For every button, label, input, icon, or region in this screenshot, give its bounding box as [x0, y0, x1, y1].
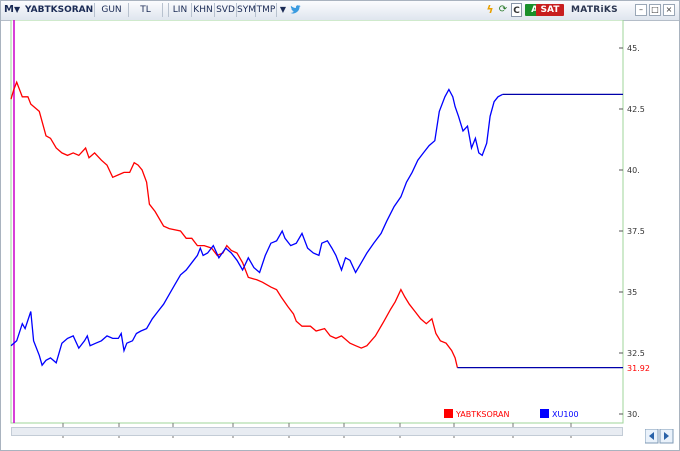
m-button[interactable]: M	[4, 4, 14, 15]
y-tick-label: 30.	[627, 410, 640, 419]
y-tick-label: 42.5	[627, 105, 645, 114]
horizontal-scrollbar[interactable]	[11, 427, 623, 436]
scroll-controls[interactable]	[644, 428, 675, 445]
sym-button[interactable]: SYM	[237, 3, 256, 17]
flash-icon[interactable]: ϟ	[486, 3, 494, 16]
plot-area	[10, 20, 624, 424]
period-button[interactable]: GUN	[95, 3, 129, 17]
tmp-button[interactable]: TMP	[256, 3, 277, 17]
legend: YABTKSORAN XU100	[444, 409, 579, 419]
grid	[619, 47, 623, 415]
series-line-xu100	[10, 88, 503, 367]
legend-label-yabtksoran: YABTKSORAN	[455, 410, 509, 419]
y-tick-label: 40.	[627, 166, 640, 175]
more-dropdown-icon[interactable]: ▼	[279, 5, 287, 14]
y-tick-label: 45.	[627, 44, 640, 53]
series-line-yabtksoran	[10, 80, 459, 368]
dropdown-arrow-icon[interactable]: ▼	[14, 5, 21, 14]
c-button[interactable]: C	[511, 3, 522, 17]
y-tick-label: 35	[627, 288, 637, 297]
symbol-field[interactable]: YABTKSORAN	[25, 3, 95, 17]
chart-toolbar: M ▼ YABTKSORAN GUN TL LIN KHN SVD SYM TM…	[1, 1, 679, 21]
sell-button[interactable]: SAT	[536, 4, 564, 16]
legend-label-xu100: XU100	[552, 410, 579, 419]
twitter-icon[interactable]	[289, 3, 301, 17]
y-tick-label: 37.5	[627, 227, 645, 236]
khn-button[interactable]: KHN	[192, 3, 215, 17]
legend-swatch-xu100	[540, 409, 549, 418]
line-chart-button[interactable]: LIN	[169, 3, 192, 17]
last-value-label: 31.92	[627, 364, 650, 373]
maximize-icon[interactable]: □	[649, 4, 661, 16]
toolbar-separator	[163, 3, 169, 17]
brand-logo: MATRiKS	[571, 5, 618, 15]
svd-button[interactable]: SVD	[215, 3, 237, 17]
series-group	[10, 80, 623, 369]
refresh-icon[interactable]: ⟳	[498, 4, 508, 15]
currency-button[interactable]: TL	[129, 3, 163, 17]
close-icon[interactable]: ×	[663, 4, 675, 16]
y-axis: 30. 32.5 35 37.5 40. 42.5 45.	[627, 44, 645, 419]
minimize-icon[interactable]: –	[635, 4, 647, 16]
legend-swatch-yabtksoran	[444, 409, 453, 418]
y-tick-label: 32.5	[627, 349, 645, 358]
